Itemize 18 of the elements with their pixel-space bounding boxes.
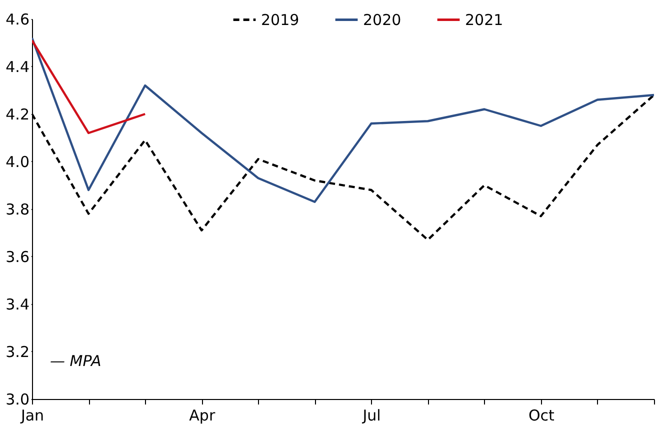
legend-label: 2020 xyxy=(363,10,402,29)
y-tick-label: 4.0 xyxy=(6,153,30,171)
legend-label: 2019 xyxy=(261,10,300,29)
line-series xyxy=(32,36,654,203)
annotation: — MPA xyxy=(50,352,102,370)
y-tick-label: 4.6 xyxy=(6,10,30,28)
x-tick-label: Jan xyxy=(20,406,44,424)
x-tick-label: Apr xyxy=(189,406,216,424)
y-tick-label: 3.4 xyxy=(6,296,30,314)
y-tick-label: 4.2 xyxy=(6,106,30,124)
y-tick-label: 4.4 xyxy=(6,58,30,76)
y-tick-label: 3.8 xyxy=(6,200,30,218)
x-tick-label: Oct xyxy=(528,406,554,424)
legend-label: 2021 xyxy=(465,10,504,29)
y-tick-label: 3.2 xyxy=(6,343,30,361)
x-tick-label: Jul xyxy=(362,406,381,424)
y-tick-label: 3.0 xyxy=(6,390,30,408)
y-tick-label: 3.6 xyxy=(6,248,30,266)
